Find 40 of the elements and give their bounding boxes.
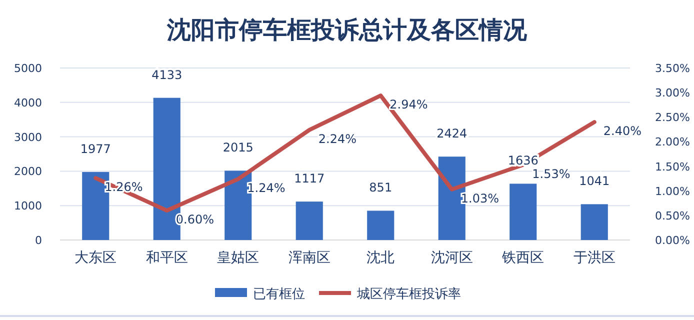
bar	[296, 202, 323, 240]
y2-tick-label: 2.00%	[655, 136, 690, 149]
y2-tick-label: 3.50%	[655, 62, 690, 75]
x-tick-label: 皇姑区	[217, 250, 260, 266]
legend-label: 城区停车框投诉率	[356, 286, 461, 302]
data-label: 4133	[152, 68, 182, 82]
y2-tick-label: 2.50%	[655, 111, 690, 124]
y2-tick-label: 1.50%	[655, 160, 690, 174]
data-label: 2424	[436, 126, 468, 141]
x-tick-label: 沈北	[366, 250, 395, 266]
x-tick-label: 和平区	[146, 250, 188, 266]
data-label: 1041	[579, 174, 610, 188]
legend-label: 已有框位	[253, 287, 305, 302]
bar	[367, 210, 394, 240]
data-label: 2.40%	[603, 124, 642, 138]
data-label: 1977	[80, 142, 111, 156]
data-label: 2015	[222, 140, 254, 155]
y-tick-label: 1000	[14, 200, 42, 213]
y-tick-label: 2000	[14, 165, 42, 178]
data-label: 1.53%	[532, 166, 570, 181]
data-label: 1117	[294, 172, 325, 186]
y2-tick-label: 0.00%	[655, 234, 690, 247]
x-tick-label: 大东区	[74, 250, 117, 266]
x-tick-label: 沈河区	[430, 250, 473, 266]
data-label: 2.94%	[390, 98, 428, 112]
x-tick-label: 浑南区	[288, 250, 330, 266]
data-label: 2.24%	[318, 132, 356, 146]
chart-title: 沈阳市停车框投诉总计及各区情况	[166, 15, 528, 44]
bar	[580, 204, 608, 240]
y-tick-label: 3000	[14, 130, 42, 144]
data-label: 851	[369, 180, 392, 195]
y-tick-label: 5000	[14, 62, 42, 75]
x-tick-label: 铁西区	[501, 250, 544, 266]
bar	[510, 184, 537, 240]
x-tick-label: 于洪区	[573, 250, 616, 266]
y-tick-label: 0	[35, 234, 42, 247]
y2-tick-label: 3.00%	[655, 86, 690, 100]
y2-tick-label: 0.50%	[655, 209, 690, 222]
y2-tick-label: 1.00%	[655, 184, 690, 198]
y-tick-label: 4000	[14, 96, 42, 110]
